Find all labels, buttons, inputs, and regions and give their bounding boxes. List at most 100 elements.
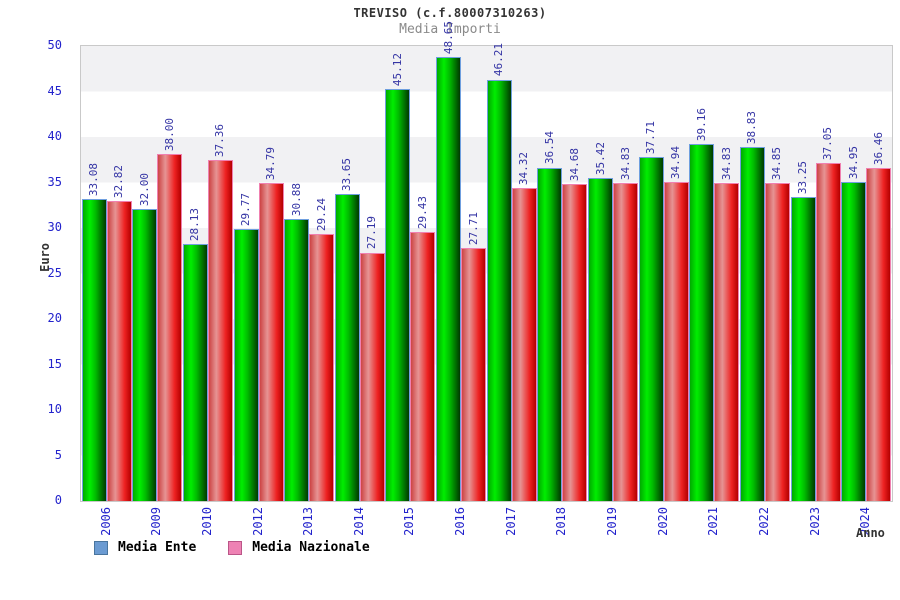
y-tick-label: 15 [47, 356, 62, 371]
chart-title: TREVISO (c.f.80007310263) [353, 6, 547, 20]
bar-ente-2009: 32.00 [132, 173, 158, 501]
bar-value-label: 45.12 [390, 53, 404, 87]
bar-naz-2020: 34.94 [663, 146, 689, 501]
bar-ente-2017: 46.21 [486, 43, 512, 501]
bar-ente-2015: 45.12 [385, 53, 411, 501]
bar-value-label: 38.00 [162, 118, 176, 152]
bar-value-label: 32.82 [112, 165, 126, 199]
plot-area: 33.08 32.82 2006 32.00 38.00 2009 28.13 37.36 20… [80, 21, 893, 536]
bar-value-label: 29.24 [314, 197, 328, 231]
bar-naz-2015: 29.43 [410, 196, 436, 501]
y-tick-label: 40 [47, 129, 62, 143]
bar-group-2015: 45.12 29.43 2015 [385, 46, 436, 536]
bar-group-2016: 48.65 27.71 2016 [436, 21, 487, 536]
bar-ente-2016: 48.65 [436, 21, 462, 501]
bar-ente-2021: 39.16 [689, 108, 715, 501]
bar-naz-2021: 34.83 [714, 147, 740, 501]
bar-value-label: 32.00 [137, 172, 151, 206]
bar-naz-2023: 37.05 [815, 127, 841, 501]
y-tick-label: 45 [47, 83, 62, 98]
x-tick-label: 2012 [250, 507, 265, 536]
legend-item-media-ente: Media Ente [94, 540, 196, 555]
legend: Media Ente Media Nazionale [94, 540, 370, 555]
y-tick-label: 10 [47, 402, 62, 416]
x-tick-label: 2006 [98, 507, 113, 536]
bar-ente-2010: 28.13 [182, 208, 208, 501]
y-tick-label: 5 [54, 447, 62, 462]
bar-value-label: 33.25 [796, 161, 810, 195]
bar-value-label: 28.13 [188, 207, 202, 242]
bar-value-label: 36.46 [871, 132, 885, 166]
bar-value-label: 33.08 [87, 162, 101, 196]
bar-naz-2012: 34.79 [258, 147, 284, 501]
x-tick-label: 2010 [199, 507, 214, 536]
y-axis: 0 5 10 15 20 25 30 35 40 45 50 [0, 38, 72, 507]
bar-ente-2014: 33.65 [334, 158, 360, 501]
bar-groups: 33.08 32.82 2006 32.00 38.00 2009 28.13 37.36 20… [81, 21, 892, 536]
legend-label: Media Ente [118, 540, 197, 555]
y-tick-label: 30 [47, 220, 62, 234]
bar-value-label: 48.65 [441, 21, 455, 55]
bar-value-label: 27.19 [365, 216, 379, 250]
y-tick-label: 50 [47, 38, 62, 52]
bar-naz-2022: 34.85 [764, 147, 790, 501]
bar-value-label: 33.65 [340, 157, 354, 191]
bar-naz-2018: 34.68 [562, 148, 588, 501]
bar-value-label: 37.71 [644, 120, 658, 154]
bar-naz-2017: 34.32 [511, 152, 537, 501]
bar-group-2021: 39.16 34.83 2021 [689, 46, 740, 536]
bar-naz-2013: 29.24 [309, 198, 335, 501]
y-axis-label: Euro [38, 243, 52, 272]
chart-subtitle: Media Importi [399, 22, 501, 37]
bar-naz-2009: 38.00 [157, 118, 183, 501]
bar-group-2024: 34.95 36.46 2024 [841, 46, 892, 536]
bar-ente-2013: 30.88 [284, 183, 310, 501]
legend-label: Media Nazionale [252, 540, 370, 555]
bar-naz-2016: 27.71 [461, 212, 487, 501]
y-tick-label: 0 [54, 493, 62, 507]
bar-group-2020: 37.71 34.94 2020 [638, 46, 689, 536]
bar-group-2009: 32.00 38.00 2009 [132, 46, 183, 536]
x-axis-label: Anno [856, 526, 885, 540]
bar-value-label: 46.21 [492, 43, 506, 77]
bar-group-2019: 35.42 34.83 2019 [588, 46, 639, 536]
bar-naz-2010: 37.36 [207, 124, 233, 501]
bar-group-2013: 30.88 29.24 2013 [284, 46, 335, 536]
bar-value-label: 38.83 [745, 110, 759, 144]
bar-value-label: 37.36 [213, 123, 227, 158]
bar-ente-2019: 35.42 [588, 142, 614, 501]
bar-ente-2020: 37.71 [638, 121, 664, 501]
x-tick-label: 2014 [351, 507, 366, 536]
bar-naz-2019: 34.83 [613, 147, 639, 501]
bar-value-label: 39.16 [694, 107, 708, 141]
x-tick-label: 2021 [706, 507, 721, 536]
bar-value-label: 34.32 [517, 151, 531, 185]
x-tick-label: 2009 [149, 507, 164, 536]
legend-swatch-icon [228, 540, 243, 555]
bar-group-2012: 29.77 34.79 2012 [233, 46, 284, 536]
bar-group-2014: 33.65 27.19 2014 [334, 46, 385, 536]
bar-value-label: 29.77 [239, 192, 253, 227]
y-tick-label: 35 [47, 174, 62, 189]
x-tick-label: 2013 [301, 507, 316, 536]
bar-group-2018: 36.54 34.68 2018 [537, 46, 588, 536]
x-tick-label: 2017 [503, 507, 518, 536]
x-tick-label: 2016 [453, 507, 468, 536]
bar-group-2017: 46.21 34.32 2017 [486, 43, 537, 536]
bar-group-2006: 33.08 32.82 2006 [81, 46, 132, 536]
x-tick-label: 2023 [807, 507, 822, 536]
bar-value-label: 29.43 [415, 196, 429, 230]
x-tick-label: 2018 [554, 507, 569, 536]
bar-ente-2018: 36.54 [537, 131, 563, 501]
bar-group-2022: 38.83 34.85 2022 [739, 46, 790, 536]
bar-value-label: 34.68 [567, 148, 581, 182]
bar-ente-2022: 38.83 [739, 111, 765, 501]
bar-value-label: 34.83 [618, 146, 632, 181]
bar-ente-2024: 34.95 [841, 146, 867, 501]
y-tick-label: 25 [47, 265, 62, 280]
y-tick-label: 20 [47, 311, 62, 325]
bar-naz-2024: 36.46 [866, 132, 892, 501]
bar-value-label: 34.83 [719, 146, 733, 181]
bar-value-label: 34.85 [770, 146, 784, 180]
bar-ente-2023: 33.25 [790, 161, 816, 501]
